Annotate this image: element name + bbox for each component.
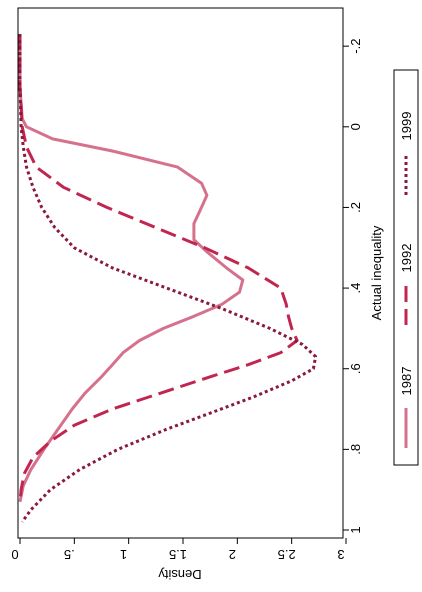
plot-lines [18,34,318,523]
y-tick-label: 1 [120,547,127,562]
x-axis-title: Actual inequality [369,225,384,320]
y-tick-label: 1.5 [169,547,187,562]
legend-box [393,69,419,466]
plot-frame [17,7,344,539]
x-tick-label: -.2 [348,39,363,54]
x-tick-label: .4 [348,283,363,294]
y-tick-label: 2.5 [278,547,296,562]
y-tick-label: 0 [11,547,18,562]
x-axis: -.2 0 .2 .4 .6 .8 1 [342,8,363,538]
legend: 1987 1992 1999 [393,69,419,466]
y-tick-label: 2 [229,547,236,562]
series-line-1992 [18,34,299,502]
series-line-1987 [18,34,245,503]
x-tick-label: .2 [348,202,363,213]
x-tick-label: 1 [348,526,363,533]
legend-label-1999: 1999 [399,112,414,141]
series-line-1999 [18,34,318,523]
y-tick-label: 3 [337,547,344,562]
legend-label-1992: 1992 [399,244,414,273]
y-tick-label: .5 [64,547,75,562]
x-tick-label: .6 [348,363,363,374]
y-axis: 0 .5 1 1.5 2 2.5 3 [11,537,347,562]
y-axis-title: Density [158,567,202,582]
x-tick-label: 0 [348,123,363,130]
x-tick-label: .8 [348,444,363,455]
legend-label-1987: 1987 [399,367,414,396]
